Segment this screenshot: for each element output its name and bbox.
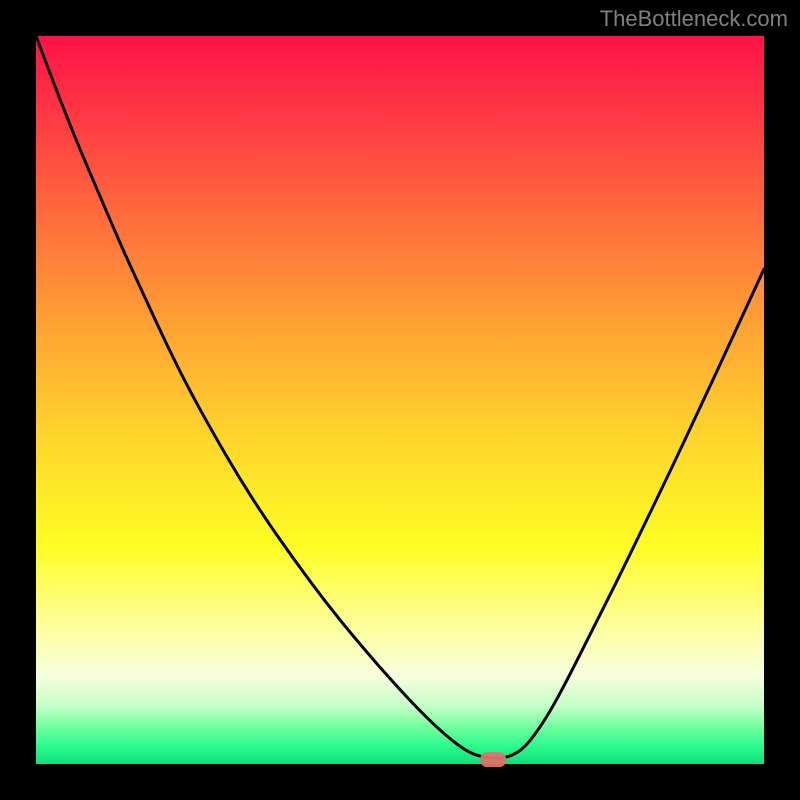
bottleneck-chart: TheBottleneck.com xyxy=(0,0,800,800)
chart-svg xyxy=(0,0,800,800)
watermark-text: TheBottleneck.com xyxy=(600,6,788,32)
chart-background xyxy=(36,36,764,764)
optimum-marker xyxy=(480,752,506,767)
